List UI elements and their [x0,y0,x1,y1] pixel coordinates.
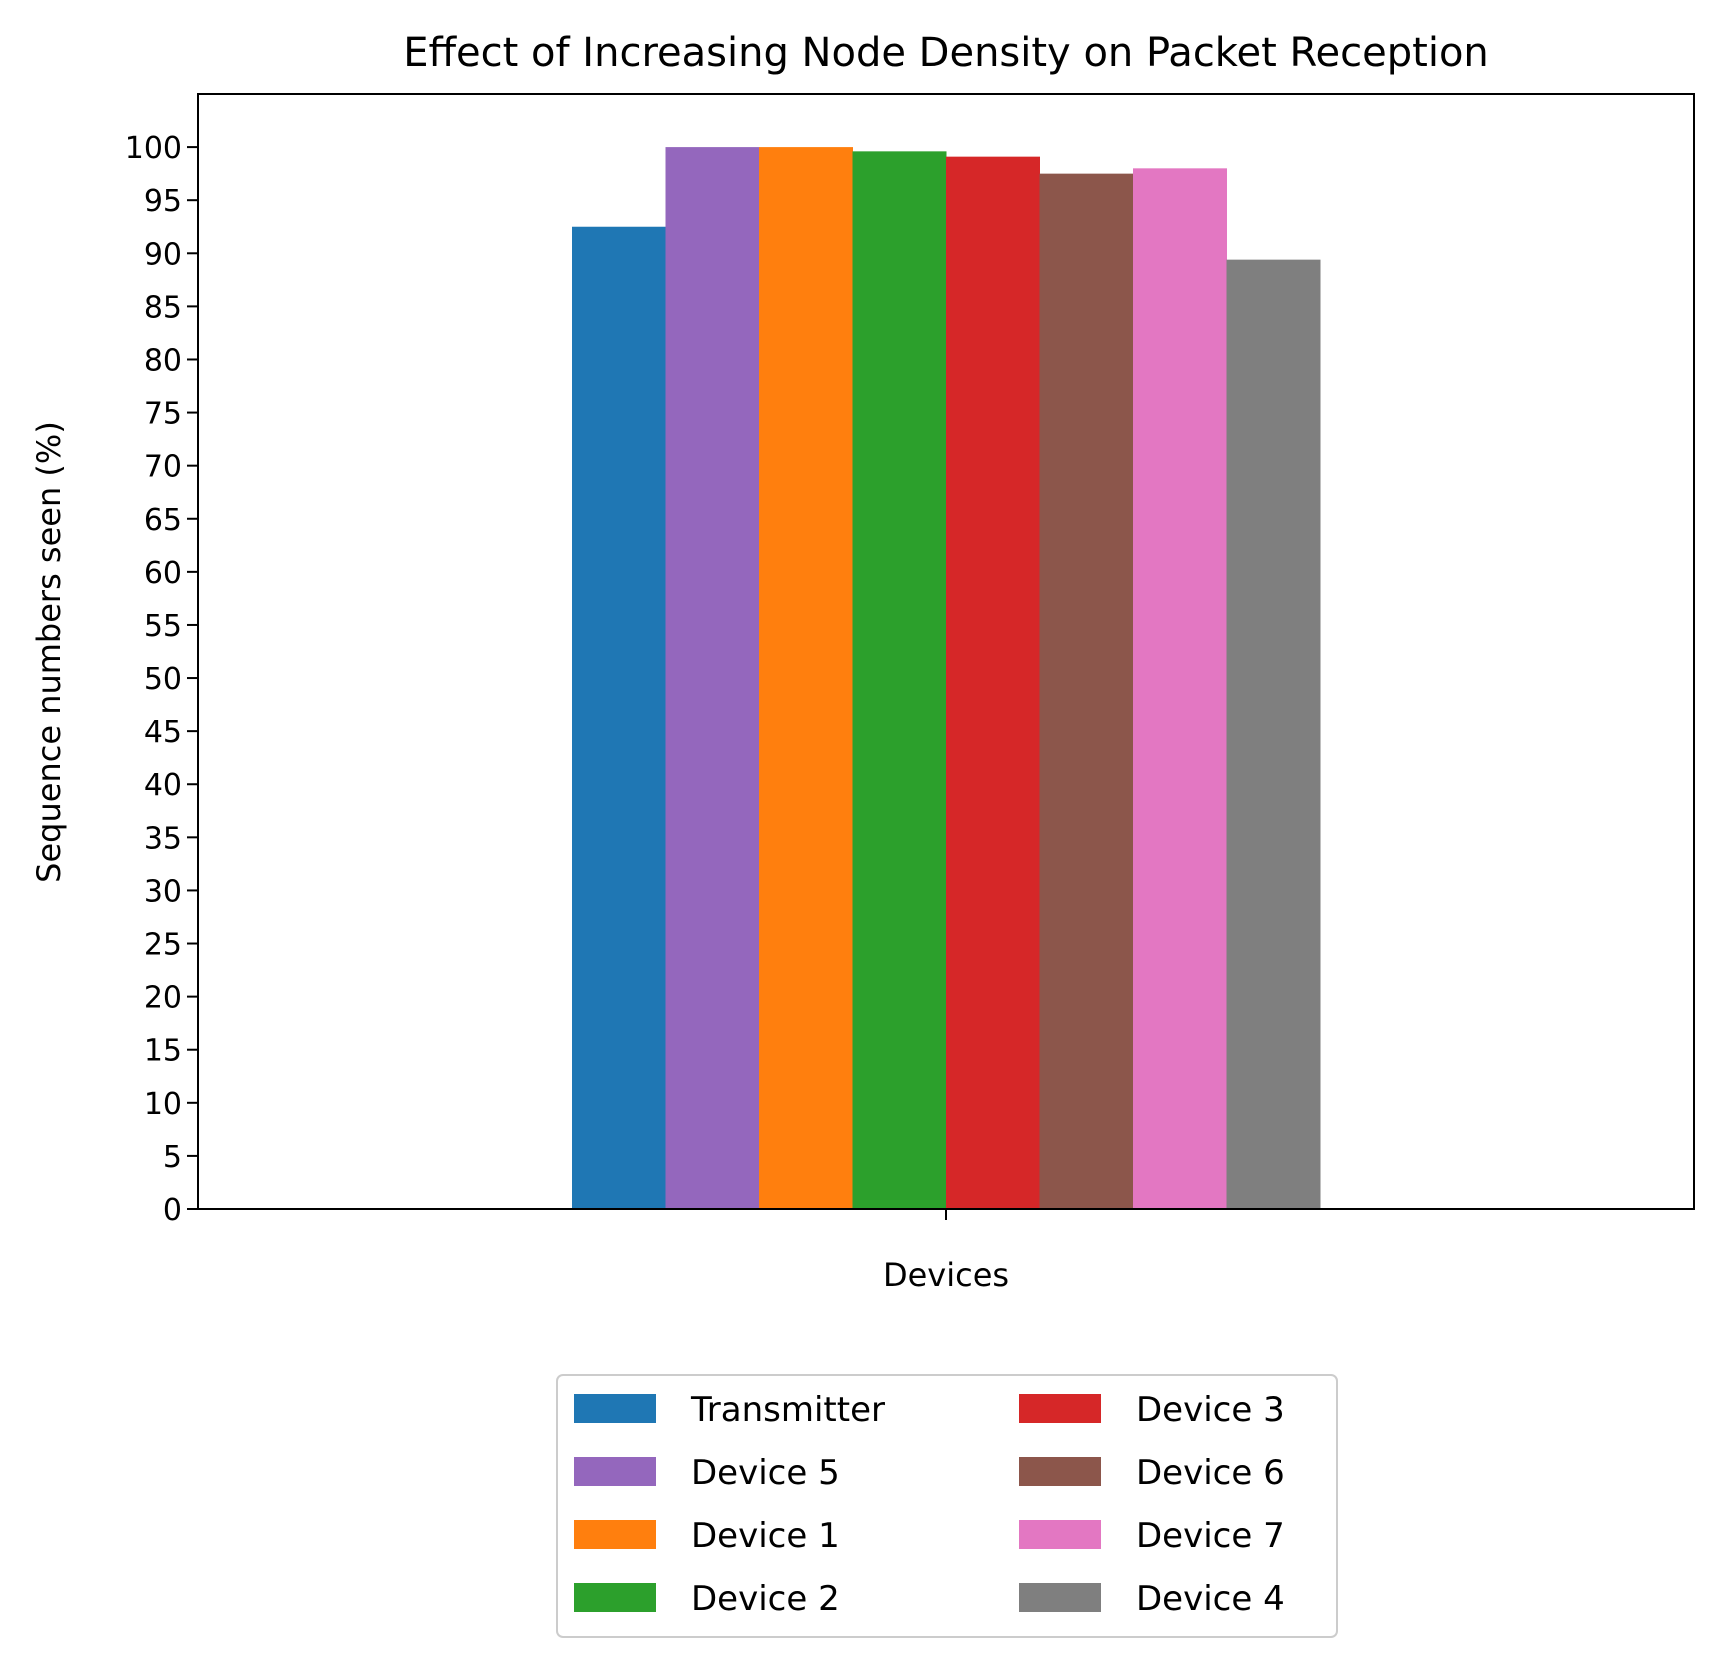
legend-label: Transmitter [690,1390,885,1430]
legend-swatch [574,1457,656,1486]
legend-swatch [1019,1394,1101,1423]
y-tick-label: 0 [163,1193,182,1228]
legend-swatch [574,1520,656,1549]
y-tick-label: 10 [144,1087,182,1122]
y-axis-ticks: 0 5 10 15 20 25 30 35 40 45 50 55 60 65 70 75 80 85 90 95 10… [125,131,198,1228]
legend-frame [556,1374,1338,1638]
bar-device-3 [946,156,1040,1210]
y-tick-label: 90 [144,237,182,272]
bar-device-2 [852,151,947,1209]
y-tick-label: 55 [144,609,182,644]
y-tick-label: 35 [144,821,182,856]
legend-swatch [574,1394,656,1423]
y-tick-label: 15 [144,1034,182,1069]
bar-device-5 [665,147,760,1210]
y-tick-label: 65 [144,503,182,538]
bar-device-4 [1226,259,1321,1210]
y-axis-label: Sequence numbers seen (%) [30,421,68,883]
legend: Transmitter Device 5 Device 1 Device 2 Devic… [556,1374,1338,1638]
bar-device-1 [759,147,853,1210]
legend-label: Device 1 [691,1516,840,1556]
bar-device-6 [1039,173,1134,1210]
legend-label: Device 3 [1136,1390,1285,1430]
bar-transmitter [572,226,666,1209]
y-tick-label: 5 [163,1140,182,1175]
bar-device-7 [1133,168,1227,1209]
y-tick-label: 45 [144,715,182,750]
y-tick-label: 95 [144,184,182,219]
y-tick-label: 85 [144,290,182,325]
legend-label: Device 7 [1136,1516,1285,1556]
legend-label: Device 5 [691,1453,840,1493]
legend-swatch [1019,1457,1101,1486]
legend-label: Device 4 [1136,1579,1285,1619]
legend-label: Device 2 [691,1579,840,1619]
legend-label: Device 6 [1136,1453,1285,1493]
bars-group [572,147,1321,1210]
y-tick-label: 70 [144,450,182,485]
y-tick-label: 20 [144,981,182,1016]
y-tick-label: 30 [144,874,182,909]
y-tick-label: 50 [144,662,182,697]
y-tick-label: 75 [144,397,182,432]
y-tick-label: 60 [144,556,182,591]
legend-swatch [1019,1520,1101,1549]
y-tick-label: 40 [144,768,182,803]
y-tick-label: 100 [125,131,182,166]
legend-swatch [1019,1583,1101,1612]
y-tick-label: 80 [144,343,182,378]
chart-title: Effect of Increasing Node Density on Pac… [403,30,1489,76]
legend-swatch [574,1583,656,1612]
x-axis-label: Devices [883,1256,1009,1294]
y-tick-label: 25 [144,928,182,963]
